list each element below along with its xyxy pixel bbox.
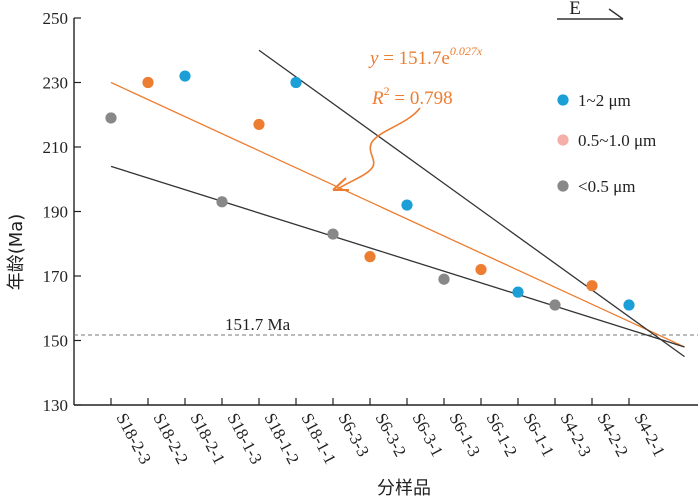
x-tick-label: S6-1-1 [519, 410, 558, 460]
x-tick-label: S6-1-2 [482, 410, 521, 460]
x-tick-label: S18-1-3 [223, 410, 265, 467]
data-point [290, 76, 302, 89]
x-tick-label: S6-3-1 [408, 410, 447, 460]
data-point [401, 199, 413, 211]
legend-label: 1~2 μm [578, 91, 631, 110]
y-tick-label: 250 [43, 9, 69, 28]
x-tick-label: S4-2-2 [593, 410, 632, 460]
data-point [623, 299, 635, 311]
x-tick-label: S18-1-2 [260, 410, 302, 467]
legend-label: <0.5 μm [578, 177, 635, 196]
y-tick-label: 210 [43, 138, 69, 157]
direction-label: E [569, 0, 581, 19]
data-point [253, 118, 265, 131]
x-tick-label: S4-2-3 [556, 410, 595, 460]
annotation-arrowhead [332, 177, 349, 191]
trend-lines [74, 49, 698, 358]
y-tick-label: 150 [43, 332, 69, 351]
data-point [475, 263, 487, 276]
x-tick-label: S6-3-3 [334, 410, 373, 460]
data-point [438, 273, 450, 285]
reference-line-label: 151.7 Ma [225, 315, 291, 334]
legend-marker [557, 180, 569, 192]
data-point [512, 286, 524, 298]
equation-text: y = 151.7e0.027x [368, 44, 483, 69]
y-axis-label: 年龄(Ma) [6, 214, 27, 291]
direction-indicator: E [557, 0, 624, 20]
data-point [105, 112, 117, 124]
trend-line [258, 49, 685, 358]
data-points [105, 70, 635, 311]
legend-marker [557, 94, 569, 106]
data-point [216, 196, 228, 208]
direction-arrow-icon [557, 8, 624, 20]
y-tick-label: 170 [43, 267, 69, 286]
x-tick-label: S18-2-3 [112, 410, 154, 467]
legend-marker [557, 134, 569, 146]
x-tick-label: S6-3-2 [371, 410, 410, 460]
axes [73, 18, 698, 406]
r-squared-text: R2 = 0.798 [371, 84, 453, 109]
annotation-arrow [335, 107, 421, 191]
data-point [364, 251, 376, 263]
x-axis-label: 分样品 [377, 478, 431, 499]
x-tick-label: S6-1-3 [445, 410, 484, 460]
y-tick-label: 230 [43, 74, 69, 93]
legend-label: 0.5~1.0 μm [578, 131, 656, 150]
x-tick-label: S4-2-1 [630, 410, 669, 460]
equation-annotation: y = 151.7e0.027x R2 = 0.798 [332, 44, 483, 191]
y-tick-label: 130 [43, 396, 69, 415]
y-tick-label: 190 [43, 203, 69, 222]
trend-line [110, 165, 685, 348]
data-point [586, 280, 598, 292]
data-point [142, 76, 154, 89]
legend: 1~2 μm 0.5~1.0 μm <0.5 μm [557, 91, 656, 196]
x-tick-label: S18-2-2 [149, 410, 191, 467]
data-point [549, 299, 561, 311]
data-point [327, 228, 339, 240]
x-tick-label: S18-1-1 [297, 410, 339, 467]
trend-line [110, 81, 685, 348]
x-tick-label: S18-2-1 [186, 410, 228, 467]
ticks: 130 150 170 190 210 230 250 S18-2-3S18-2-2S18-2… [43, 9, 669, 467]
data-point [179, 70, 191, 82]
